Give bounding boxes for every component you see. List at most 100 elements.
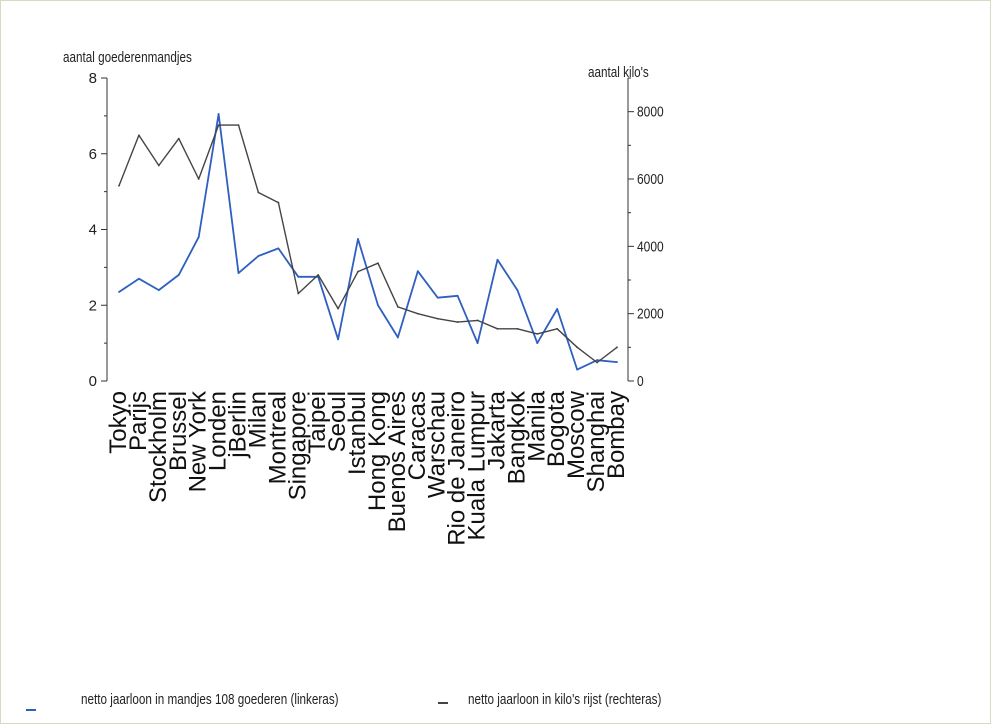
data-point-rijst (257, 191, 260, 194)
axes (106, 78, 629, 381)
x-category-label: Istanbul (344, 391, 371, 475)
legend: netto jaarloon in mandjes 108 goederen (… (1, 683, 990, 723)
x-category-label: Buenos Aires (384, 391, 411, 532)
left-tick-label: 8 (89, 70, 97, 87)
data-point-mandjes (576, 368, 579, 371)
data-point-rijst (576, 346, 579, 349)
right-axis-title: aantal kilo's (588, 64, 649, 81)
x-category-label: Stockholm (145, 391, 172, 503)
x-category-label: Montreal (264, 391, 291, 484)
left-axis-title: aantal goederenmandjes (63, 49, 192, 66)
data-point-mandjes (157, 289, 160, 291)
left-tick-label: 6 (89, 146, 97, 163)
legend-label-mandjes: netto jaarloon in mandjes 108 goederen (… (81, 691, 339, 708)
data-point-mandjes (237, 272, 240, 274)
data-point-rijst (237, 124, 240, 127)
data-point-rijst (596, 361, 598, 364)
x-category-label: Brussel (165, 391, 192, 471)
x-category-label: Singapore (284, 391, 311, 500)
data-point-rijst (138, 134, 140, 137)
data-point-rijst (157, 164, 160, 167)
data-point-rijst (177, 137, 180, 140)
data-point-rijst (337, 307, 340, 310)
right-tick-label: 0 (637, 373, 644, 390)
data-point-mandjes (217, 113, 220, 115)
data-point-rijst (197, 178, 200, 180)
right-ticks: 0 2000 4000 6000 8000 (628, 77, 664, 390)
x-category-label: Shanghai (583, 391, 610, 492)
data-point-mandjes (456, 294, 459, 297)
data-point-rijst (357, 270, 359, 273)
data-point-mandjes (396, 336, 399, 339)
x-category-label: Jakarta (483, 390, 510, 469)
data-point-rijst (536, 332, 539, 335)
left-tick-label: 2 (89, 297, 97, 314)
x-category-label: Hong Kong (364, 391, 391, 511)
legend-swatch-rijst (438, 702, 448, 704)
data-point-mandjes (297, 275, 300, 278)
data-point-mandjes (496, 258, 499, 261)
left-tick-label: 0 (89, 373, 97, 390)
data-point-rijst (416, 312, 419, 315)
data-point-rijst (277, 201, 280, 204)
data-point-rijst (516, 327, 519, 330)
data-point-rijst (456, 321, 459, 323)
x-category-label: New York (185, 390, 212, 492)
right-tick-label: 6000 (637, 171, 664, 188)
x-category-label: Manila (523, 390, 550, 461)
legend-label-rijst: netto jaarloon in kilo's rijst (rechtera… (468, 691, 662, 708)
data-point-mandjes (357, 238, 359, 240)
x-category-label: Warschau (424, 391, 451, 498)
data-point-mandjes (556, 308, 559, 310)
series-line-rijst (118, 124, 618, 364)
data-point-rijst (217, 124, 220, 127)
x-category-label: Bogota (543, 390, 570, 467)
x-category-label: Tokyo (105, 391, 132, 454)
x-category-label: Caracas (404, 391, 431, 480)
data-point-mandjes (118, 291, 120, 293)
data-point-mandjes (277, 247, 280, 250)
x-category-label: Seoul (324, 391, 351, 452)
data-point-mandjes (516, 289, 519, 291)
data-point-mandjes (257, 255, 260, 257)
x-category-label: jBerlin (225, 391, 252, 459)
data-point-rijst (297, 292, 300, 295)
data-point-mandjes (377, 304, 379, 307)
data-point-mandjes (416, 270, 419, 273)
x-category-label: Rio de Janeiro (444, 391, 471, 546)
x-category-label: Bangkok (503, 390, 530, 484)
data-point-mandjes (616, 361, 618, 363)
right-tick-label: 8000 (637, 103, 664, 120)
left-tick-label: 4 (89, 222, 97, 239)
data-point-rijst (616, 346, 618, 349)
x-category-label: Bombay (603, 391, 630, 479)
data-point-rijst (396, 306, 399, 308)
data-point-rijst (118, 184, 120, 187)
x-category-label: Parijs (125, 391, 152, 451)
data-point-mandjes (138, 277, 140, 280)
data-point-mandjes (436, 296, 439, 299)
series-line-mandjes (118, 113, 618, 371)
data-point-rijst (317, 274, 320, 276)
data-point-mandjes (197, 236, 200, 238)
data-point-mandjes (177, 274, 180, 276)
data-point-mandjes (596, 359, 598, 362)
data-point-mandjes (476, 342, 479, 345)
data-point-rijst (556, 327, 559, 330)
x-category-label: Taipei (304, 391, 331, 454)
data-point-rijst (436, 317, 439, 320)
right-tick-label: 4000 (637, 238, 664, 255)
data-point-rijst (377, 262, 379, 265)
series-lines (118, 113, 618, 371)
x-category-label: Milan (244, 391, 271, 448)
dual-axis-line-chart: 0 2 4 6 8 0 2000 4000 6000 8000 TokyoParijsStock… (89, 70, 664, 546)
x-category-label: Kuala Lumpur (464, 391, 491, 540)
x-category-label: Moscow (563, 390, 590, 479)
data-point-rijst (476, 319, 479, 322)
left-ticks: 0 2 4 6 8 (89, 70, 107, 390)
data-point-rijst (496, 327, 499, 330)
legend-swatch-mandjes (26, 709, 36, 711)
x-category-label: Londen (205, 391, 232, 471)
